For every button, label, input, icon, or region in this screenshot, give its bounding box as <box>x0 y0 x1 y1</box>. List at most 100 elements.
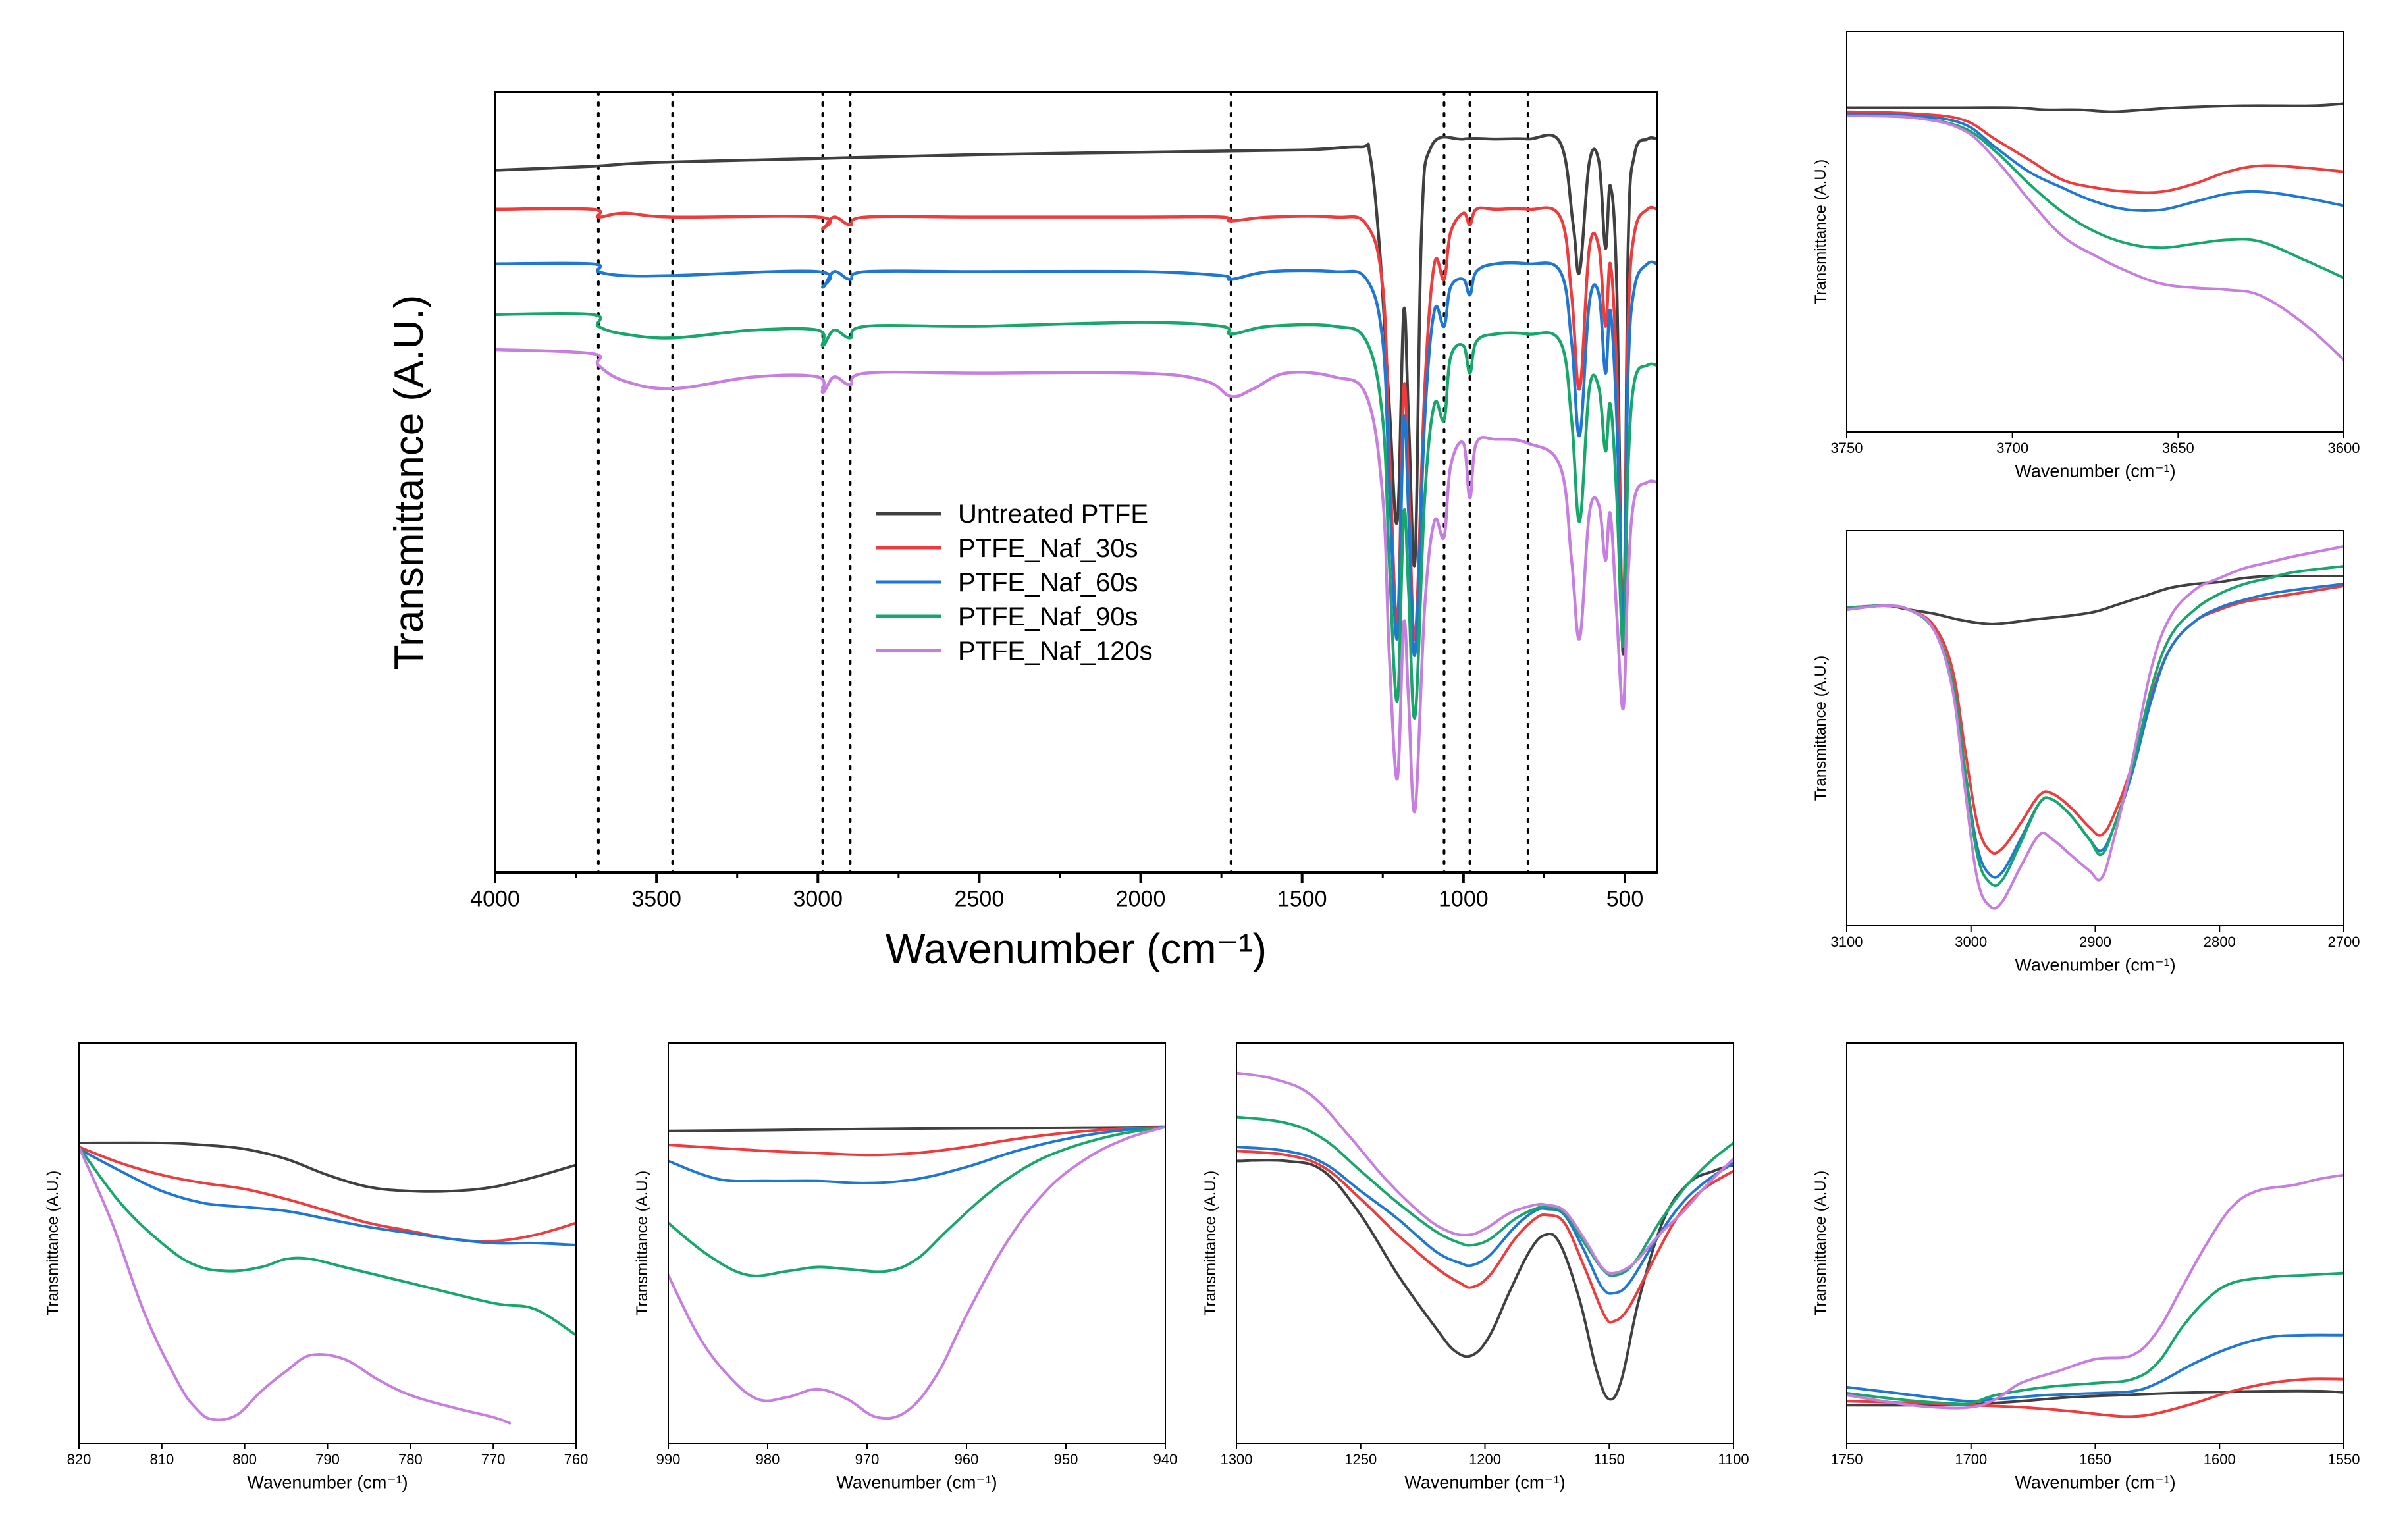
x-axis-label: Wavenumber (cm⁻¹) <box>2015 955 2175 975</box>
x-axis-label: Wavenumber (cm⁻¹) <box>2015 462 2175 481</box>
series-line-ptfe-naf-30s <box>79 1146 576 1243</box>
x-tick-label-820: 820 <box>67 1451 92 1468</box>
series-line-ptfe-naf-90s <box>79 1146 576 1337</box>
series-line-ptfe-naf-120s <box>1847 1173 2344 1410</box>
plot-frame <box>1846 530 2344 926</box>
series-line-ptfe-naf-90s <box>668 1125 1165 1277</box>
y-axis-label: Transmittance (A.U.) <box>1812 656 1830 801</box>
x-tick-label-3500: 3500 <box>631 887 681 912</box>
legend-label-ptfe-naf-60s: PTFE_Naf_60s <box>958 568 1138 597</box>
series-line-ptfe-naf-30s <box>495 205 1657 642</box>
x-tick-label-810: 810 <box>149 1451 174 1468</box>
x-tick-label-3000: 3000 <box>1955 934 1987 950</box>
x-tick-label-990: 990 <box>656 1451 681 1468</box>
x-tick-label-1700: 1700 <box>1955 1451 1987 1468</box>
y-axis-label: Transmittance (A.U.) <box>1812 159 1830 305</box>
series-line-untreated-ptfe <box>1847 102 2344 113</box>
series-line-ptfe-naf-60s <box>79 1148 576 1246</box>
x-tick-label-3650: 3650 <box>2162 440 2194 456</box>
series-line-untreated-ptfe <box>1236 1159 1734 1401</box>
x-axis-label: Wavenumber (cm⁻¹) <box>2015 1473 2175 1493</box>
x-tick-label-4000: 4000 <box>470 887 520 912</box>
series-line-untreated-ptfe <box>1847 574 2344 625</box>
x-tick-label-1650: 1650 <box>2079 1451 2111 1468</box>
legend: Untreated PTFE PTFE_Naf_30s PTFE_Naf_60s PT… <box>876 500 1153 666</box>
series-line-ptfe-naf-30s <box>1847 110 2344 194</box>
series-line-ptfe-naf-60s <box>1847 112 2344 213</box>
plot-area-inset-1300-1100 <box>1236 1071 1734 1401</box>
x-tick-label-970: 970 <box>855 1451 880 1468</box>
x-tick-label-3700: 3700 <box>1996 440 2028 456</box>
chart-inset-3750-3600: 3750 3700 3650 3600 Wavenumber (cm⁻¹) Transmi… <box>1812 31 2360 481</box>
series-line-ptfe-naf-90s <box>495 312 1657 720</box>
x-axis-label: Wavenumber (cm⁻¹) <box>1404 1473 1565 1493</box>
x-tick-label-1100: 1100 <box>1718 1451 1749 1468</box>
chart-inset-990-940: 990 980 970 960 950 940 Wavenumber (cm⁻¹) Trans… <box>633 1042 1178 1493</box>
plot-area-inset-990-940 <box>668 1125 1165 1420</box>
plot-area-inset-1750-1550 <box>1847 1173 2344 1418</box>
x-axis-label: Wavenumber (cm⁻¹) <box>836 1473 997 1493</box>
x-axis-label: Wavenumber (cm⁻¹) <box>886 925 1267 972</box>
x-axis-label: Wavenumber (cm⁻¹) <box>247 1473 408 1493</box>
series-line-ptfe-naf-90s <box>1847 114 2344 279</box>
y-axis-label: Transmittance (A.U.) <box>386 295 432 670</box>
x-tick-label-950: 950 <box>1054 1451 1078 1468</box>
x-tick-label-760: 760 <box>564 1451 589 1468</box>
x-tick-label-2500: 2500 <box>955 887 1005 912</box>
series-line-ptfe-naf-30s <box>1236 1150 1734 1324</box>
plot-frame <box>668 1042 1166 1444</box>
plot-area-inset-3750-3600 <box>1847 102 2344 361</box>
chart-inset-1300-1100: 1300 1250 1200 1150 1100 Wavenumber (cm⁻¹) Tra… <box>1202 1042 1749 1493</box>
plot-area-inset-3100-2700 <box>1847 545 2344 910</box>
x-tick-label-2700: 2700 <box>2328 934 2360 950</box>
x-tick-label-1500: 1500 <box>1277 887 1327 912</box>
plot-frame <box>494 91 1658 874</box>
x-tick-label-980: 980 <box>756 1451 780 1468</box>
y-axis-label: Transmittance (A.U.) <box>44 1171 62 1316</box>
plot-area-main <box>495 134 1657 814</box>
legend-label-ptfe-naf-30s: PTFE_Naf_30s <box>958 534 1138 563</box>
x-tick-label-2900: 2900 <box>2079 934 2111 950</box>
series-line-ptfe-naf-120s <box>668 1125 1165 1420</box>
x-tick-label-1550: 1550 <box>2328 1451 2360 1468</box>
x-tick-label-790: 790 <box>315 1451 340 1468</box>
series-line-ptfe-naf-60s <box>495 260 1657 657</box>
y-axis-label: Transmittance (A.U.) <box>1812 1171 1830 1316</box>
x-tick-label-1200: 1200 <box>1469 1451 1501 1468</box>
series-line-untreated-ptfe <box>668 1125 1165 1132</box>
x-tick-label-3000: 3000 <box>793 887 843 912</box>
x-tick-label-1750: 1750 <box>1831 1451 1863 1468</box>
chart-inset-820-760: 820 810 800 790 780 770 760 Wavenumber (cm⁻¹) Tr… <box>44 1042 589 1493</box>
x-tick-label-1300: 1300 <box>1221 1451 1253 1468</box>
x-tick-label-800: 800 <box>232 1451 257 1468</box>
x-tick-label-3750: 3750 <box>1831 440 1863 456</box>
legend-label-ptfe-naf-120s: PTFE_Naf_120s <box>958 637 1153 666</box>
series-line-ptfe-naf-60s <box>1236 1146 1734 1295</box>
chart-inset-1750-1550: 1750 1700 1650 1600 1550 Wavenumber (cm⁻¹) Tra… <box>1812 1042 2360 1493</box>
x-tick-label-2000: 2000 <box>1116 887 1166 912</box>
y-axis-label: Transmittance (A.U.) <box>1202 1171 1219 1316</box>
series-line-ptfe-naf-90s <box>1847 1271 2344 1406</box>
series-line-ptfe-naf-30s <box>1847 585 2344 855</box>
series-line-ptfe-naf-120s <box>495 348 1657 814</box>
series-line-ptfe-naf-60s <box>668 1125 1165 1184</box>
plot-area-inset-820-760 <box>79 1141 576 1425</box>
x-tick-label-1600: 1600 <box>2204 1451 2236 1468</box>
x-tick-label-1150: 1150 <box>1594 1451 1625 1468</box>
x-tick-label-1000: 1000 <box>1439 887 1489 912</box>
legend-label-untreated-ptfe: Untreated PTFE <box>958 500 1148 529</box>
x-tick-label-770: 770 <box>481 1451 506 1468</box>
series-line-ptfe-naf-60s <box>1847 1333 2344 1403</box>
x-tick-label-500: 500 <box>1606 887 1644 912</box>
chart-inset-3100-2700: 3100 3000 2900 2800 2700 Wavenumber (cm⁻¹) Tra… <box>1812 530 2360 975</box>
x-tick-label-1250: 1250 <box>1344 1451 1377 1468</box>
x-tick-label-3600: 3600 <box>2328 440 2360 456</box>
series-line-ptfe-naf-120s <box>1847 545 2344 910</box>
series-line-ptfe-naf-120s <box>1236 1071 1734 1275</box>
series-line-ptfe-naf-30s <box>668 1125 1165 1157</box>
x-tick-label-3100: 3100 <box>1831 934 1863 950</box>
series-line-ptfe-naf-90s <box>1236 1115 1734 1277</box>
plot-frame <box>1846 31 2344 433</box>
x-tick-label-940: 940 <box>1153 1451 1178 1468</box>
